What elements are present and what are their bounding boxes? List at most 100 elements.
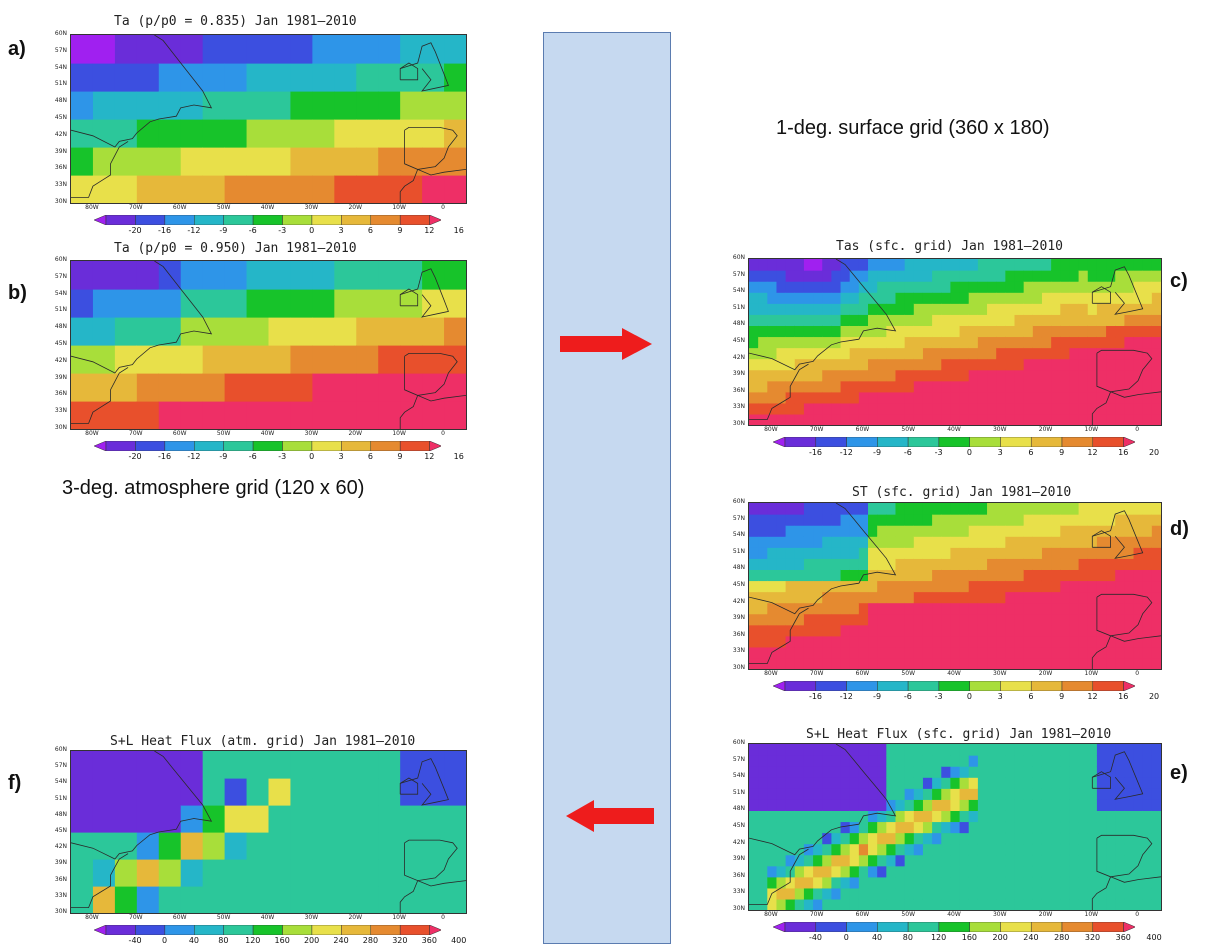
colorbar-swatch bbox=[193, 925, 224, 935]
lat-label: 54N bbox=[732, 531, 745, 539]
panel-letter-d: d) bbox=[1170, 518, 1189, 540]
colorbar-b bbox=[93, 441, 442, 451]
coastline bbox=[749, 848, 809, 905]
colorbar-tick-label: 3 bbox=[338, 452, 344, 461]
colorbar-tick-label: -40 bbox=[808, 933, 823, 942]
lat-label: 57N bbox=[732, 755, 745, 763]
colorbar-swatch bbox=[1061, 922, 1093, 932]
colorbar-tick-label: -3 bbox=[278, 226, 287, 235]
lat-label: 39N bbox=[732, 370, 745, 378]
lon-label: 70W bbox=[809, 911, 824, 918]
colorbar-swatch bbox=[1123, 437, 1136, 447]
lat-label: 39N bbox=[54, 147, 67, 155]
colorbar-swatch bbox=[1092, 437, 1124, 447]
lon-label: 50W bbox=[901, 911, 916, 918]
colorbar-swatch bbox=[876, 681, 909, 691]
lat-label: 30N bbox=[54, 424, 67, 431]
colorbar-tick-label: -16 bbox=[808, 692, 823, 701]
colorbar-swatch bbox=[429, 215, 442, 225]
colorbar-swatch bbox=[815, 437, 847, 447]
lat-label: 48N bbox=[732, 805, 745, 813]
lon-label: 20W bbox=[1038, 911, 1053, 918]
colorbar-tick-label: 9 bbox=[1059, 692, 1065, 701]
lon-label: 80W bbox=[85, 430, 99, 437]
lon-label: 70W bbox=[129, 430, 143, 437]
colorbar-swatch bbox=[193, 215, 224, 225]
lon-label: 30W bbox=[992, 426, 1007, 433]
lat-label: 42N bbox=[54, 130, 67, 138]
lat-label: 51N bbox=[54, 80, 67, 88]
colorbar-swatch bbox=[311, 925, 342, 935]
colorbar-tick-label: 6 bbox=[1028, 448, 1034, 457]
lat-label: 54N bbox=[732, 287, 745, 295]
colorbar-swatch bbox=[846, 437, 878, 447]
coastline bbox=[749, 744, 897, 856]
lon-label: 10W bbox=[1084, 670, 1099, 677]
colorbar-swatch bbox=[370, 215, 401, 225]
lat-label: 39N bbox=[54, 373, 67, 381]
colorbar-tick-label: 6 bbox=[367, 226, 373, 235]
panel-letter-f: f) bbox=[8, 772, 22, 794]
lat-label: 57N bbox=[732, 270, 745, 278]
colorbar-swatch bbox=[370, 925, 401, 935]
lon-label: 70W bbox=[129, 204, 143, 211]
coastline bbox=[1110, 876, 1161, 883]
coastline bbox=[71, 261, 213, 374]
panel-title-a: Ta (p/p0 = 0.835) Jan 1981–2010 bbox=[114, 14, 357, 29]
lat-label: 45N bbox=[732, 822, 745, 829]
lon-label: 50W bbox=[216, 204, 231, 211]
colorbar-swatch bbox=[907, 437, 939, 447]
lat-label: 48N bbox=[732, 564, 745, 572]
colorbar-swatch bbox=[907, 681, 939, 691]
coastline bbox=[400, 758, 449, 806]
colorbar-swatch bbox=[938, 437, 970, 447]
lat-label: 54N bbox=[54, 289, 67, 297]
lat-label: 57N bbox=[54, 762, 67, 770]
coastline bbox=[1091, 876, 1111, 910]
colorbar-swatch bbox=[969, 437, 1001, 447]
lat-label: 36N bbox=[732, 871, 745, 879]
colorbar-swatch bbox=[907, 922, 939, 932]
coastline bbox=[749, 503, 897, 615]
map-b bbox=[70, 260, 467, 430]
lon-label: 0 bbox=[1135, 911, 1140, 918]
lat-label: 30N bbox=[54, 908, 67, 915]
coastline bbox=[1091, 530, 1112, 548]
panel-title-e: S+L Heat Flux (sfc. grid) Jan 1981–2010 bbox=[806, 727, 1112, 742]
colorbar-swatch bbox=[429, 441, 442, 451]
lon-label: 20W bbox=[348, 430, 363, 437]
coastline bbox=[1092, 510, 1144, 559]
colorbar-tick-label: -9 bbox=[873, 692, 882, 701]
colorbar-tick-label: 360 bbox=[1115, 933, 1131, 942]
colorbar-d bbox=[772, 681, 1136, 691]
colorbar-swatch bbox=[969, 922, 1001, 932]
colorbar-tick-label: 12 bbox=[1087, 692, 1098, 701]
colorbar-swatch bbox=[938, 681, 970, 691]
colorbar-tick-label: 0 bbox=[309, 226, 315, 235]
lat-label: 45N bbox=[54, 340, 67, 347]
map-a bbox=[70, 34, 467, 204]
lat-label: 42N bbox=[732, 838, 745, 846]
colorbar-tick-label: 6 bbox=[1028, 692, 1034, 701]
colorbar-swatch bbox=[772, 437, 785, 447]
colorbar-tick-label: 240 bbox=[1023, 933, 1039, 942]
lon-label: 10W bbox=[1084, 911, 1099, 918]
lat-label: 54N bbox=[54, 63, 67, 71]
lon-label: 0 bbox=[441, 204, 445, 211]
lat-label: 51N bbox=[732, 547, 745, 555]
lat-label: 60N bbox=[732, 254, 745, 261]
colorbar-tick-label: 120 bbox=[245, 936, 261, 945]
colorbar-swatch bbox=[1030, 681, 1062, 691]
colorbar-swatch bbox=[1092, 681, 1124, 691]
lon-label: 80W bbox=[764, 426, 778, 433]
lat-label: 48N bbox=[54, 810, 67, 818]
coastline bbox=[417, 880, 466, 887]
colorbar-swatch bbox=[1030, 437, 1062, 447]
lon-label: 30W bbox=[304, 430, 319, 437]
colorbar-tick-label: 280 bbox=[1054, 933, 1070, 942]
colorbar-swatch bbox=[1123, 922, 1136, 932]
left-arrow-icon bbox=[566, 800, 654, 832]
colorbar-tick-label: -3 bbox=[934, 692, 943, 701]
colorbar-tick-label: -40 bbox=[128, 936, 142, 945]
lon-label: 30W bbox=[304, 204, 319, 211]
